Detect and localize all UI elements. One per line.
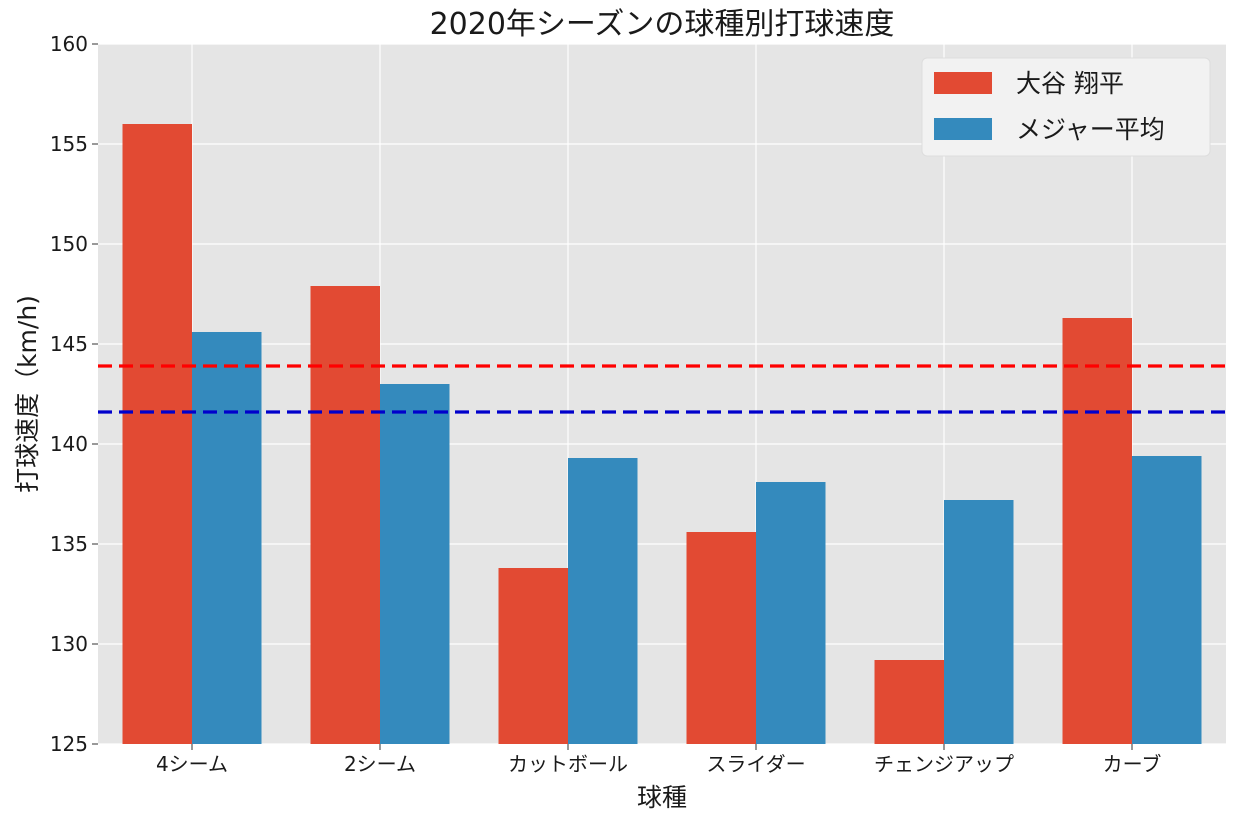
legend-box [921, 57, 1211, 157]
y-tick-label: 160 [50, 32, 88, 56]
legend-swatch-otani [934, 72, 992, 94]
bar-mlb-average-3 [756, 482, 826, 744]
x-tick-label: カーブ [1103, 752, 1162, 776]
y-tick-label: 145 [50, 332, 88, 356]
x-axis-ticks: 4シーム 2シーム カットボール スライダー チェンジアップ カーブ [156, 744, 1161, 776]
y-tick-label: 140 [50, 432, 88, 456]
x-tick-label: 2シーム [344, 752, 416, 776]
bar-mlb-average-2 [568, 458, 638, 744]
x-tick-label: カットボール [508, 752, 628, 776]
bar-mlb-average-1 [380, 384, 450, 744]
bars [122, 124, 1202, 744]
bar-otani-0 [122, 124, 192, 744]
chart-title: 2020年シーズンの球種別打球速度 [430, 7, 895, 42]
x-tick-label: 4シーム [156, 752, 228, 776]
plot-area [98, 44, 1226, 744]
bar-otani-3 [686, 532, 756, 744]
y-tick-label: 135 [50, 532, 88, 556]
x-tick-label: チェンジアップ [874, 752, 1014, 776]
bar-otani-4 [874, 660, 944, 744]
bar-otani-2 [498, 568, 568, 744]
x-axis-label: 球種 [637, 783, 687, 812]
x-tick-label: スライダー [706, 752, 805, 776]
legend-label-mlb-average: メジャー平均 [1016, 115, 1165, 144]
y-tick-label: 125 [50, 732, 88, 756]
legend-swatch-mlb-average [934, 118, 992, 140]
legend-label-otani: 大谷 翔平 [1016, 69, 1124, 98]
legend: 大谷 翔平 メジャー平均 [921, 57, 1211, 157]
y-tick-label: 155 [50, 132, 88, 156]
bar-otani-5 [1062, 318, 1132, 744]
bar-otani-1 [310, 286, 380, 744]
y-tick-label: 150 [50, 232, 88, 256]
bar-mlb-average-5 [1132, 456, 1202, 744]
y-axis-ticks: 125 130 135 140 145 150 155 160 [50, 32, 98, 756]
y-tick-label: 130 [50, 632, 88, 656]
y-axis-label: 打球速度（km/h) [13, 295, 42, 493]
bar-mlb-average-0 [192, 332, 262, 744]
bar-mlb-average-4 [944, 500, 1014, 744]
